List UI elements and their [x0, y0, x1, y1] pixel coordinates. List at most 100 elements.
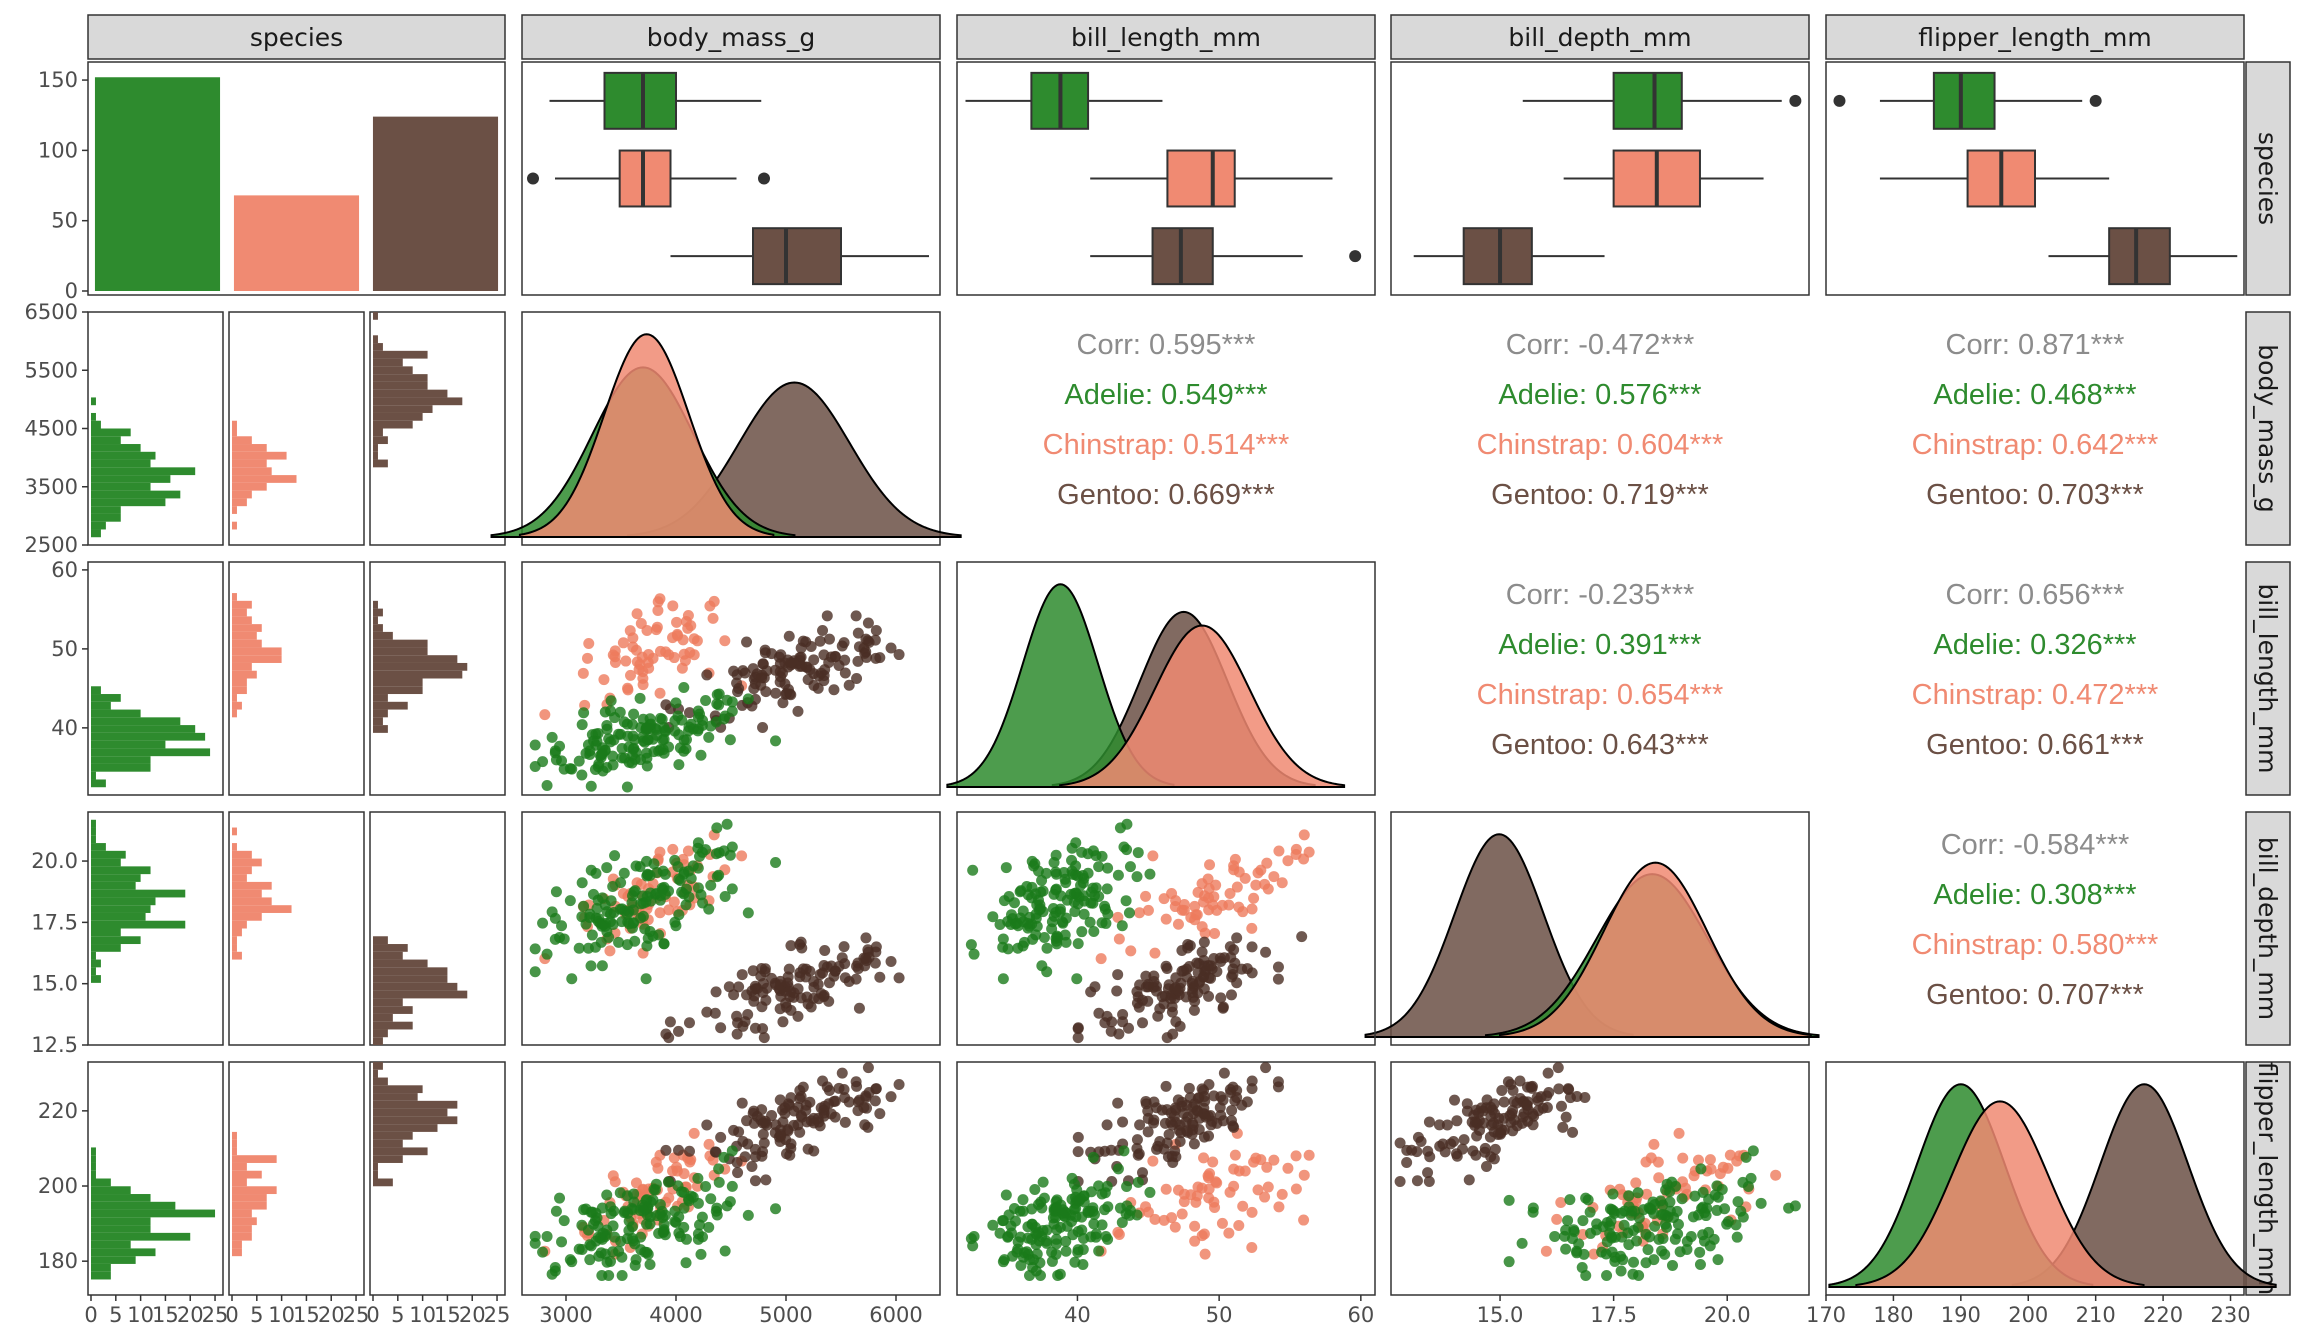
scatter-point: [785, 657, 797, 669]
hist-bar: [91, 936, 141, 945]
scatter-point: [1272, 961, 1284, 973]
scatter-point: [1132, 847, 1144, 859]
scatter-point: [584, 1254, 596, 1266]
scatter-point: [667, 843, 679, 855]
scatter-point: [619, 1205, 631, 1217]
scatter-point: [546, 906, 558, 918]
panel-border: [1390, 1061, 1810, 1296]
scatter-point: [1259, 1191, 1271, 1203]
scatter-point: [1196, 921, 1208, 933]
scatter-point: [669, 1205, 681, 1217]
hist-bar: [91, 835, 96, 844]
hist-bar: [232, 521, 237, 530]
scatter-point: [625, 669, 637, 681]
scatter-point: [1296, 931, 1308, 943]
scatter-point: [1228, 1180, 1240, 1192]
scatter-point: [726, 1145, 738, 1157]
scatter-point: [577, 667, 589, 679]
scatter-point: [626, 1221, 638, 1233]
scatter-point: [1272, 973, 1284, 985]
scatter-point: [736, 850, 748, 862]
scatter-point: [1260, 1062, 1272, 1074]
hist-bar: [91, 827, 96, 836]
scatter-point: [1031, 1248, 1043, 1260]
scatter-point: [1199, 1248, 1211, 1260]
scatter-point: [719, 710, 731, 722]
scatter-point: [1060, 1235, 1072, 1247]
outlier-point: [1349, 250, 1362, 263]
hist-bar: [232, 631, 257, 640]
scatter-point: [1148, 1117, 1160, 1129]
panel-border: [228, 1061, 365, 1296]
scatter-point: [1549, 1230, 1561, 1242]
panel-corr-bill_length_mm-flipper_length_mm: Corr: 0.656*** Adelie: 0.326*** Chinstrap:…: [1912, 579, 2159, 761]
panel-scatter-bill_length_mm-flipper_length_mm: [956, 1061, 1376, 1296]
y-tick-label: 3500: [25, 475, 78, 499]
scatter-point: [1697, 1186, 1709, 1198]
scatter-point: [833, 960, 845, 972]
scatter-point: [1394, 1137, 1406, 1149]
scatter-point: [1149, 947, 1161, 959]
hist-bar: [373, 670, 463, 679]
scatter-point: [1186, 986, 1198, 998]
scatter-point: [539, 709, 551, 721]
scatter-point: [669, 916, 681, 928]
scatter-point: [1600, 1248, 1612, 1260]
scatter-point: [1770, 1169, 1782, 1181]
y-tick-label: 20.0: [31, 849, 78, 873]
scatter-point: [746, 1160, 758, 1172]
hist-bar: [232, 498, 247, 507]
scatter-point: [1730, 1219, 1742, 1231]
scatter-point: [529, 1230, 541, 1242]
scatter-point: [1261, 1161, 1273, 1173]
scatter-point: [1137, 1017, 1149, 1029]
scatter-point: [836, 640, 848, 652]
scatter-point: [601, 1189, 613, 1201]
scatter-point: [1615, 1265, 1627, 1277]
panel-border: [87, 1061, 224, 1296]
scatter-point: [870, 652, 882, 664]
hist-bar: [373, 1170, 378, 1179]
scatter-point: [1262, 883, 1274, 895]
scatter-point: [1642, 1244, 1654, 1256]
scatter-point: [1060, 936, 1072, 948]
scatter-point: [1160, 913, 1172, 925]
scatter-point: [757, 721, 769, 733]
scatter-point: [1186, 1128, 1198, 1140]
hist-bar: [373, 343, 383, 351]
scatter-point: [1158, 893, 1170, 905]
scatter-point: [1002, 1230, 1014, 1242]
x-tick-label: 10: [268, 1303, 295, 1327]
hist-bar: [232, 701, 242, 710]
hist-bar: [232, 912, 262, 921]
scatter-point: [1116, 1216, 1128, 1228]
scatter-point: [1078, 908, 1090, 920]
scatter-point: [1161, 963, 1173, 975]
scatter-point: [1236, 1099, 1248, 1111]
scatter-point: [1488, 1153, 1500, 1165]
scatter-point: [1652, 1156, 1664, 1168]
scatter-point: [627, 730, 639, 742]
scatter-point: [1246, 1206, 1258, 1218]
density-chinstrap: [518, 333, 775, 538]
x-tick-label: 5: [250, 1303, 263, 1327]
hist-bar: [91, 709, 141, 718]
scatter-point: [541, 1230, 553, 1242]
scatter-point: [1625, 1209, 1637, 1221]
y-tick-label: 50: [51, 209, 78, 233]
scatter-point: [1072, 1246, 1084, 1258]
hist-bar: [373, 1162, 378, 1171]
hist-bar: [232, 475, 297, 483]
scatter-point: [1577, 1215, 1589, 1227]
scatter-point: [660, 699, 672, 711]
scatter-point: [683, 707, 695, 719]
scatter-point: [1437, 1138, 1449, 1150]
hist-bar: [232, 709, 237, 718]
scatter-point: [678, 1186, 690, 1198]
scatter-point: [1237, 1200, 1249, 1212]
scatter-point: [588, 1218, 600, 1230]
scatter-point: [667, 600, 679, 612]
scatter-point: [1695, 1163, 1707, 1175]
scatter-point: [760, 686, 772, 698]
hist-bar: [373, 1100, 458, 1109]
